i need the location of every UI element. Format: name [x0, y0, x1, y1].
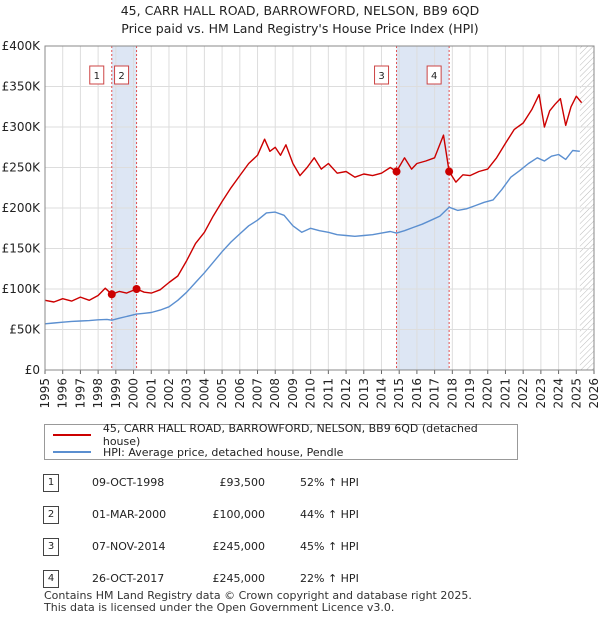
sale-point	[392, 167, 401, 176]
x-tick-label: 2018	[445, 378, 459, 409]
x-tick-label: 2021	[498, 378, 512, 409]
sale-label-box	[89, 65, 105, 85]
transaction-number: 4	[43, 570, 59, 588]
x-tick-label: 2002	[162, 378, 176, 409]
x-tick-label: 2024	[552, 378, 566, 409]
x-tick-label: 2025	[569, 378, 583, 409]
legend-item-property: 45, CARR HALL ROAD, BARROWFORD, NELSON, …	[53, 422, 517, 448]
transaction-date: 01-MAR-2000	[92, 508, 167, 521]
legend: 45, CARR HALL ROAD, BARROWFORD, NELSON, …	[44, 422, 518, 460]
sale-label-number: 1	[94, 71, 100, 82]
x-tick-label: 1996	[56, 378, 70, 409]
y-tick-label: £300K	[2, 120, 42, 134]
sale-label-box	[114, 65, 130, 85]
x-tick-label: 2026	[587, 378, 600, 409]
y-tick-label: £250K	[2, 161, 42, 175]
x-tick-label: 2009	[286, 378, 300, 409]
x-tick-label: 1999	[109, 378, 123, 409]
y-tick-label: £350K	[2, 80, 42, 94]
x-tick-label: 2017	[428, 378, 442, 409]
x-tick-label: 2022	[516, 378, 530, 409]
sale-point	[445, 167, 454, 176]
y-tick-label: £400K	[2, 39, 42, 53]
x-tick-label: 1998	[91, 378, 105, 409]
x-tick-label: 2016	[410, 378, 424, 409]
transaction-date: 07-NOV-2014	[92, 540, 166, 553]
y-tick-label: £150K	[2, 242, 42, 256]
price-chart: £0 £50K £100K £150K £200K £250K £300K £350K £400…	[2, 39, 600, 409]
plot-frame	[44, 45, 595, 371]
chart-title: 45, CARR HALL ROAD, BARROWFORD, NELSON, …	[0, 2, 600, 38]
x-tick-label: 2012	[339, 378, 353, 409]
legend-label-hpi: HPI: Average price, detached house, Pend…	[103, 445, 344, 459]
transaction-price: £245,000	[212, 540, 266, 553]
chart-title-line2: Price paid vs. HM Land Registry's House …	[121, 21, 479, 36]
transaction-price: £245,000	[212, 572, 266, 585]
x-tick-label: 2014	[374, 378, 388, 409]
table-row: 2 01-MAR-2000 £100,000 44% ↑ HPI	[0, 506, 600, 526]
transaction-price: £93,500	[219, 476, 266, 489]
x-tick-label: 2003	[180, 378, 194, 409]
x-tick-label: 2011	[321, 378, 335, 409]
x-tick-label: 2006	[233, 378, 247, 409]
legend-item-hpi: HPI: Average price, detached house, Pend…	[53, 444, 343, 460]
x-tick-label: 2010	[304, 378, 318, 409]
x-tick-label: 2005	[215, 378, 229, 409]
table-row: 3 07-NOV-2014 £245,000 45% ↑ HPI	[0, 538, 600, 558]
y-tick-label: £200K	[2, 201, 42, 215]
sale-label-box	[426, 65, 442, 85]
transaction-hpi-diff: 22% ↑ HPI	[300, 572, 359, 585]
transaction-price: £100,000	[212, 508, 266, 521]
sale-label-number: 2	[118, 71, 124, 82]
transaction-number: 3	[43, 538, 59, 556]
x-tick-label: 2008	[268, 378, 282, 409]
hpi-line	[44, 149, 580, 325]
x-tick-label: 2020	[481, 378, 495, 409]
legend-swatch-property	[53, 434, 91, 436]
transaction-number: 1	[43, 474, 59, 492]
x-tick-label: 1997	[73, 378, 87, 409]
y-tick-label: £100K	[2, 282, 42, 296]
transaction-hpi-diff: 52% ↑ HPI	[300, 476, 359, 489]
table-row: 4 26-OCT-2017 £245,000 22% ↑ HPI	[0, 570, 600, 590]
legend-swatch-hpi	[53, 451, 91, 453]
x-tick-label: 2004	[197, 378, 211, 409]
legend-label-property: 45, CARR HALL ROAD, BARROWFORD, NELSON, …	[102, 422, 478, 448]
x-tick-label: 2000	[127, 378, 141, 409]
table-row: 1 09-OCT-1998 £93,500 52% ↑ HPI	[0, 474, 600, 494]
transaction-hpi-diff: 45% ↑ HPI	[300, 540, 359, 553]
transaction-date: 26-OCT-2017	[92, 572, 165, 585]
x-tick-label: 2013	[357, 378, 371, 409]
transaction-date: 09-OCT-1998	[92, 476, 165, 489]
x-tick-label: 2019	[463, 378, 477, 409]
sale-label-box	[374, 65, 390, 85]
y-tick-label: £50K	[9, 323, 41, 337]
x-tick-label: 2007	[251, 378, 265, 409]
footer-line1: Contains HM Land Registry data © Crown c…	[44, 589, 472, 602]
sale-label-number: 4	[431, 71, 437, 82]
x-tick-label: 2015	[392, 378, 406, 409]
transaction-hpi-diff: 44% ↑ HPI	[300, 508, 359, 521]
sale-point	[132, 285, 141, 293]
sale-label-number: 3	[378, 71, 384, 82]
y-tick-label: £0	[25, 363, 40, 377]
property-price-line	[44, 93, 583, 303]
x-tick-label: 1995	[38, 378, 52, 409]
footer: Contains HM Land Registry data © Crown c…	[44, 590, 472, 614]
footer-line2: This data is licensed under the Open Gov…	[44, 601, 395, 614]
x-tick-label: 2023	[534, 378, 548, 409]
x-tick-label: 2001	[144, 378, 158, 409]
transaction-number: 2	[43, 506, 59, 524]
sale-point	[107, 290, 116, 299]
chart-title-line1: 45, CARR HALL ROAD, BARROWFORD, NELSON, …	[120, 3, 480, 18]
